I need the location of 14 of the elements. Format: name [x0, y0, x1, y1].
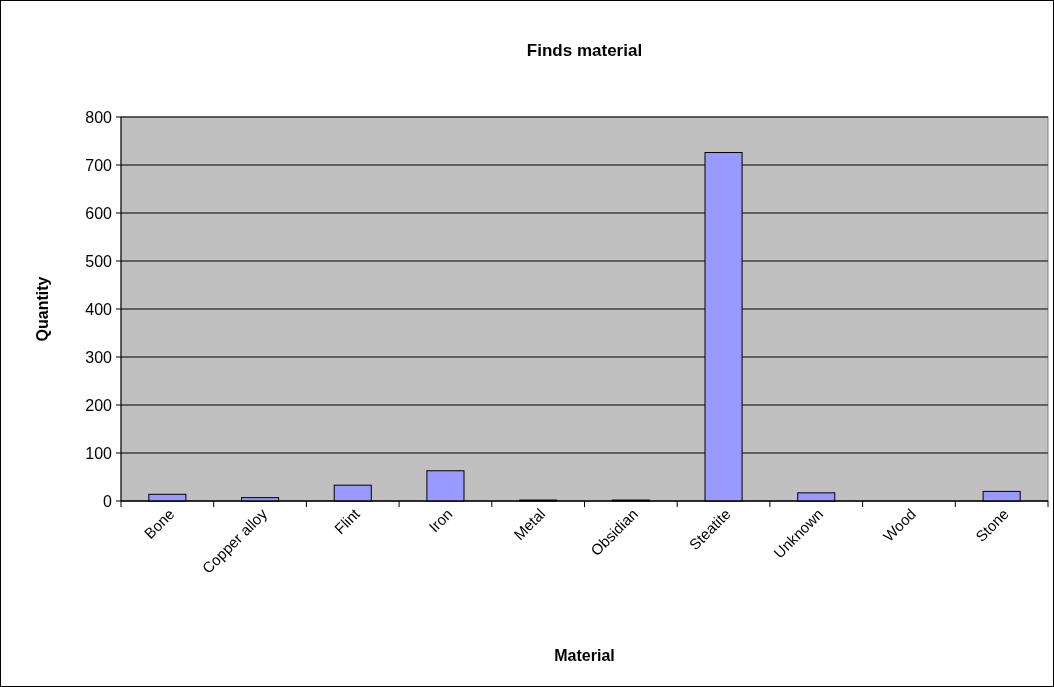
y-axis-title: Quantity [34, 276, 51, 342]
y-tick-label: 800 [85, 108, 113, 126]
chart-title: Finds material [526, 41, 643, 60]
x-tick-label: Flint [330, 504, 364, 538]
y-tick-label: 0 [103, 492, 113, 510]
y-tick-label: 100 [85, 444, 113, 462]
x-axis-title: Material [554, 647, 615, 664]
y-tick-label: 200 [85, 396, 113, 414]
y-tick-label: 600 [85, 204, 113, 222]
y-tick-label: 400 [85, 300, 113, 318]
y-tick-label: 300 [85, 348, 113, 366]
y-tick-label: 700 [85, 156, 113, 174]
y-tick-label: 500 [85, 252, 113, 270]
x-tick-label: Iron [425, 505, 456, 536]
